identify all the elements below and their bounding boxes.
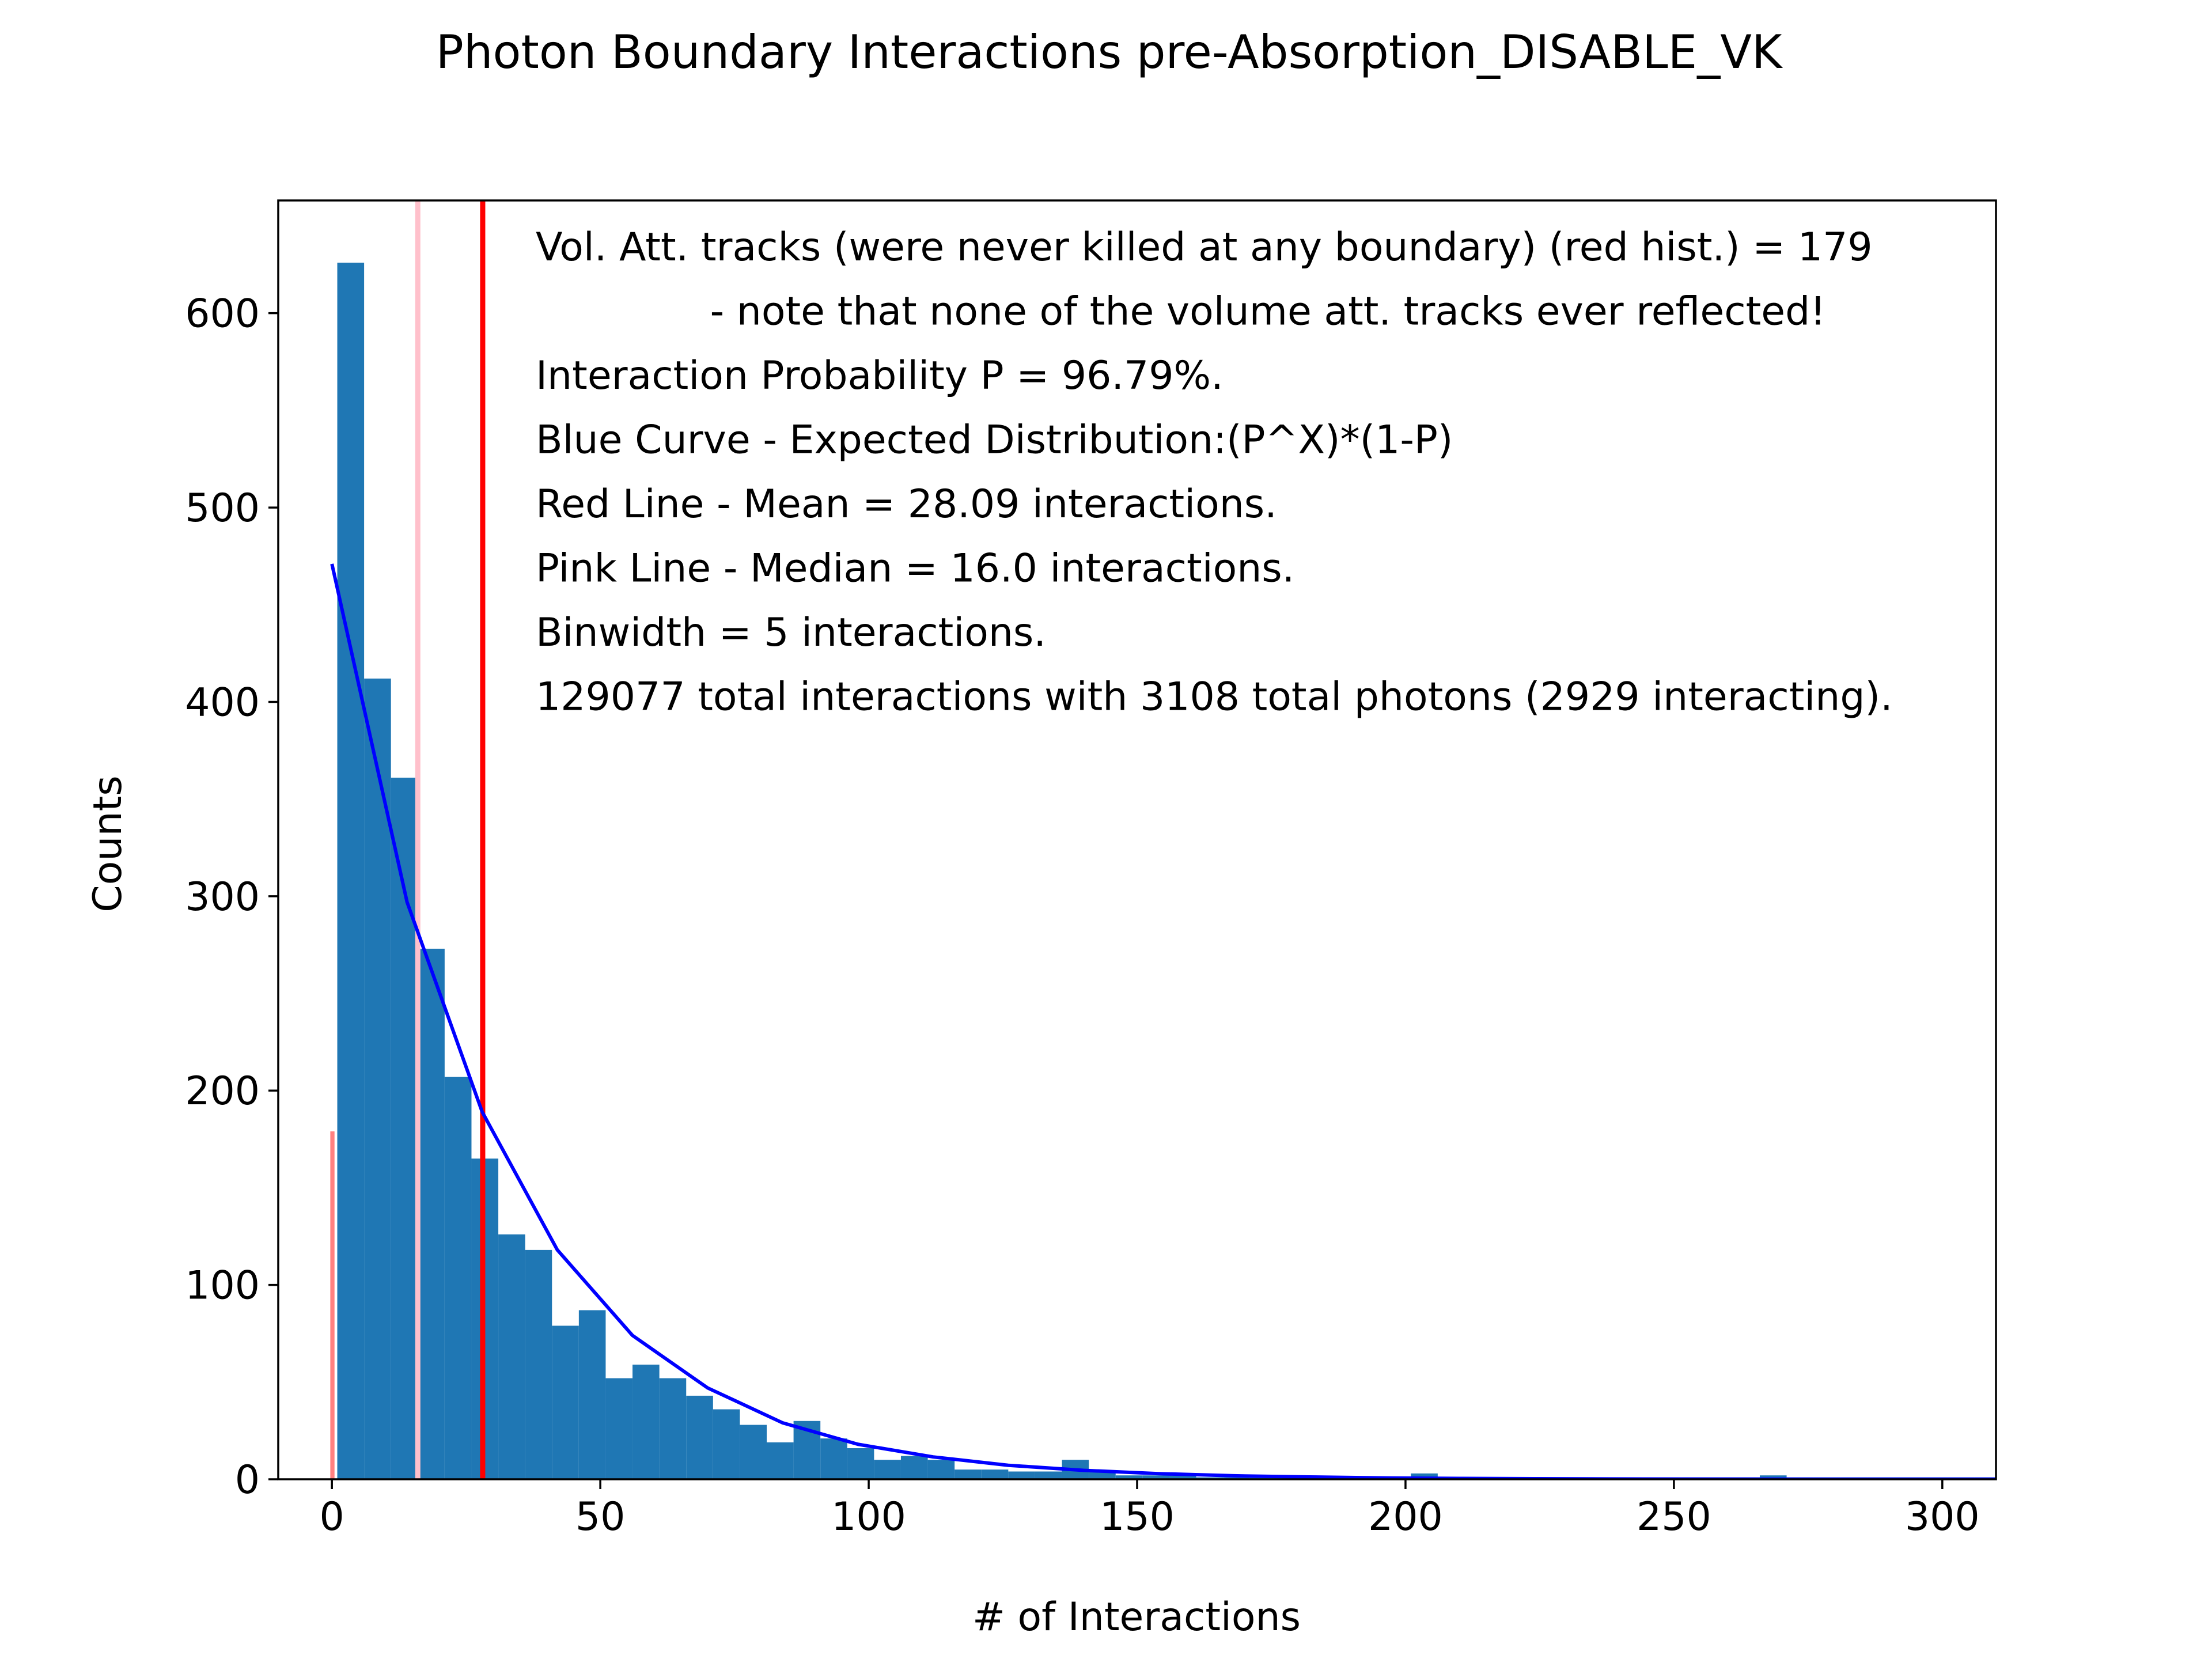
x-tick-label: 250 [1637, 1494, 1711, 1540]
y-axis-ticks: 0 100 200 300 400 500 600 [185, 291, 278, 1503]
x-tick-label: 150 [1100, 1494, 1175, 1540]
histogram-bar [364, 678, 391, 1479]
y-tick-label: 600 [185, 291, 260, 337]
y-axis-label: Counts [85, 775, 131, 912]
histogram-bar [740, 1425, 767, 1479]
annotation-block: Vol. Att. tracks (were never killed at a… [536, 225, 1893, 720]
histogram-bar [686, 1395, 713, 1479]
histogram-bar [1089, 1471, 1116, 1479]
histogram-bar [1035, 1471, 1062, 1479]
histogram-bar [1008, 1471, 1035, 1479]
histogram-bar [1169, 1475, 1196, 1479]
histogram-bar [525, 1249, 552, 1479]
histogram-bar [927, 1460, 955, 1479]
histogram-bar [552, 1325, 579, 1479]
chart-title: Photon Boundary Interactions pre-Absorpt… [436, 25, 1783, 79]
annotation-line: - note that none of the volume att. trac… [536, 289, 1826, 335]
y-tick-label: 0 [235, 1457, 260, 1503]
histogram-bar [632, 1364, 660, 1479]
y-tick-label: 400 [185, 680, 260, 725]
histogram-bar [1411, 1473, 1438, 1479]
histogram-bar [578, 1310, 606, 1479]
histogram-bar [1142, 1475, 1169, 1479]
y-tick-label: 200 [185, 1069, 260, 1114]
annotation-line: Vol. Att. tracks (were never killed at a… [536, 225, 1873, 270]
annotation-line: Interaction Probability P = 96.79%. [536, 353, 1224, 399]
annotation-line: Binwidth = 5 interactions. [536, 610, 1046, 656]
x-tick-label: 0 [320, 1494, 344, 1540]
histogram-bar [498, 1234, 525, 1479]
annotation-line: Blue Curve - Expected Distribution:(P^X)… [536, 418, 1453, 463]
annotation-line: Pink Line - Median = 16.0 interactions. [536, 546, 1294, 592]
histogram-bar [605, 1378, 633, 1479]
histogram-bar [418, 948, 445, 1479]
histogram-bar [820, 1438, 847, 1479]
histogram-bar [1115, 1475, 1143, 1479]
y-tick-label: 300 [185, 874, 260, 920]
x-tick-label: 50 [575, 1494, 626, 1540]
histogram-bar [713, 1409, 740, 1479]
x-tick-label: 100 [831, 1494, 906, 1540]
annotation-line: Red Line - Mean = 28.09 interactions. [536, 482, 1277, 527]
histogram-bar [955, 1469, 982, 1479]
annotation-line: 129077 total interactions with 3108 tota… [536, 675, 1893, 720]
x-tick-label: 300 [1905, 1494, 1980, 1540]
histogram-bar [659, 1378, 687, 1479]
y-tick-label: 100 [185, 1263, 260, 1309]
volume-att-bar [330, 1131, 335, 1479]
histogram-bar [767, 1442, 794, 1479]
histogram-bar [337, 262, 365, 1479]
histogram-bar [444, 1077, 472, 1479]
y-tick-label: 500 [185, 486, 260, 531]
histogram-bar [874, 1460, 901, 1479]
x-axis-label: # of Interactions [972, 1594, 1301, 1640]
histogram-bar [981, 1469, 1009, 1479]
histogram-bar [847, 1448, 874, 1479]
x-axis-ticks: 0 50 100 150 200 250 300 [320, 1479, 1980, 1540]
histogram-bar [900, 1456, 928, 1479]
x-tick-label: 200 [1368, 1494, 1443, 1540]
histogram-bar [1759, 1475, 1787, 1479]
